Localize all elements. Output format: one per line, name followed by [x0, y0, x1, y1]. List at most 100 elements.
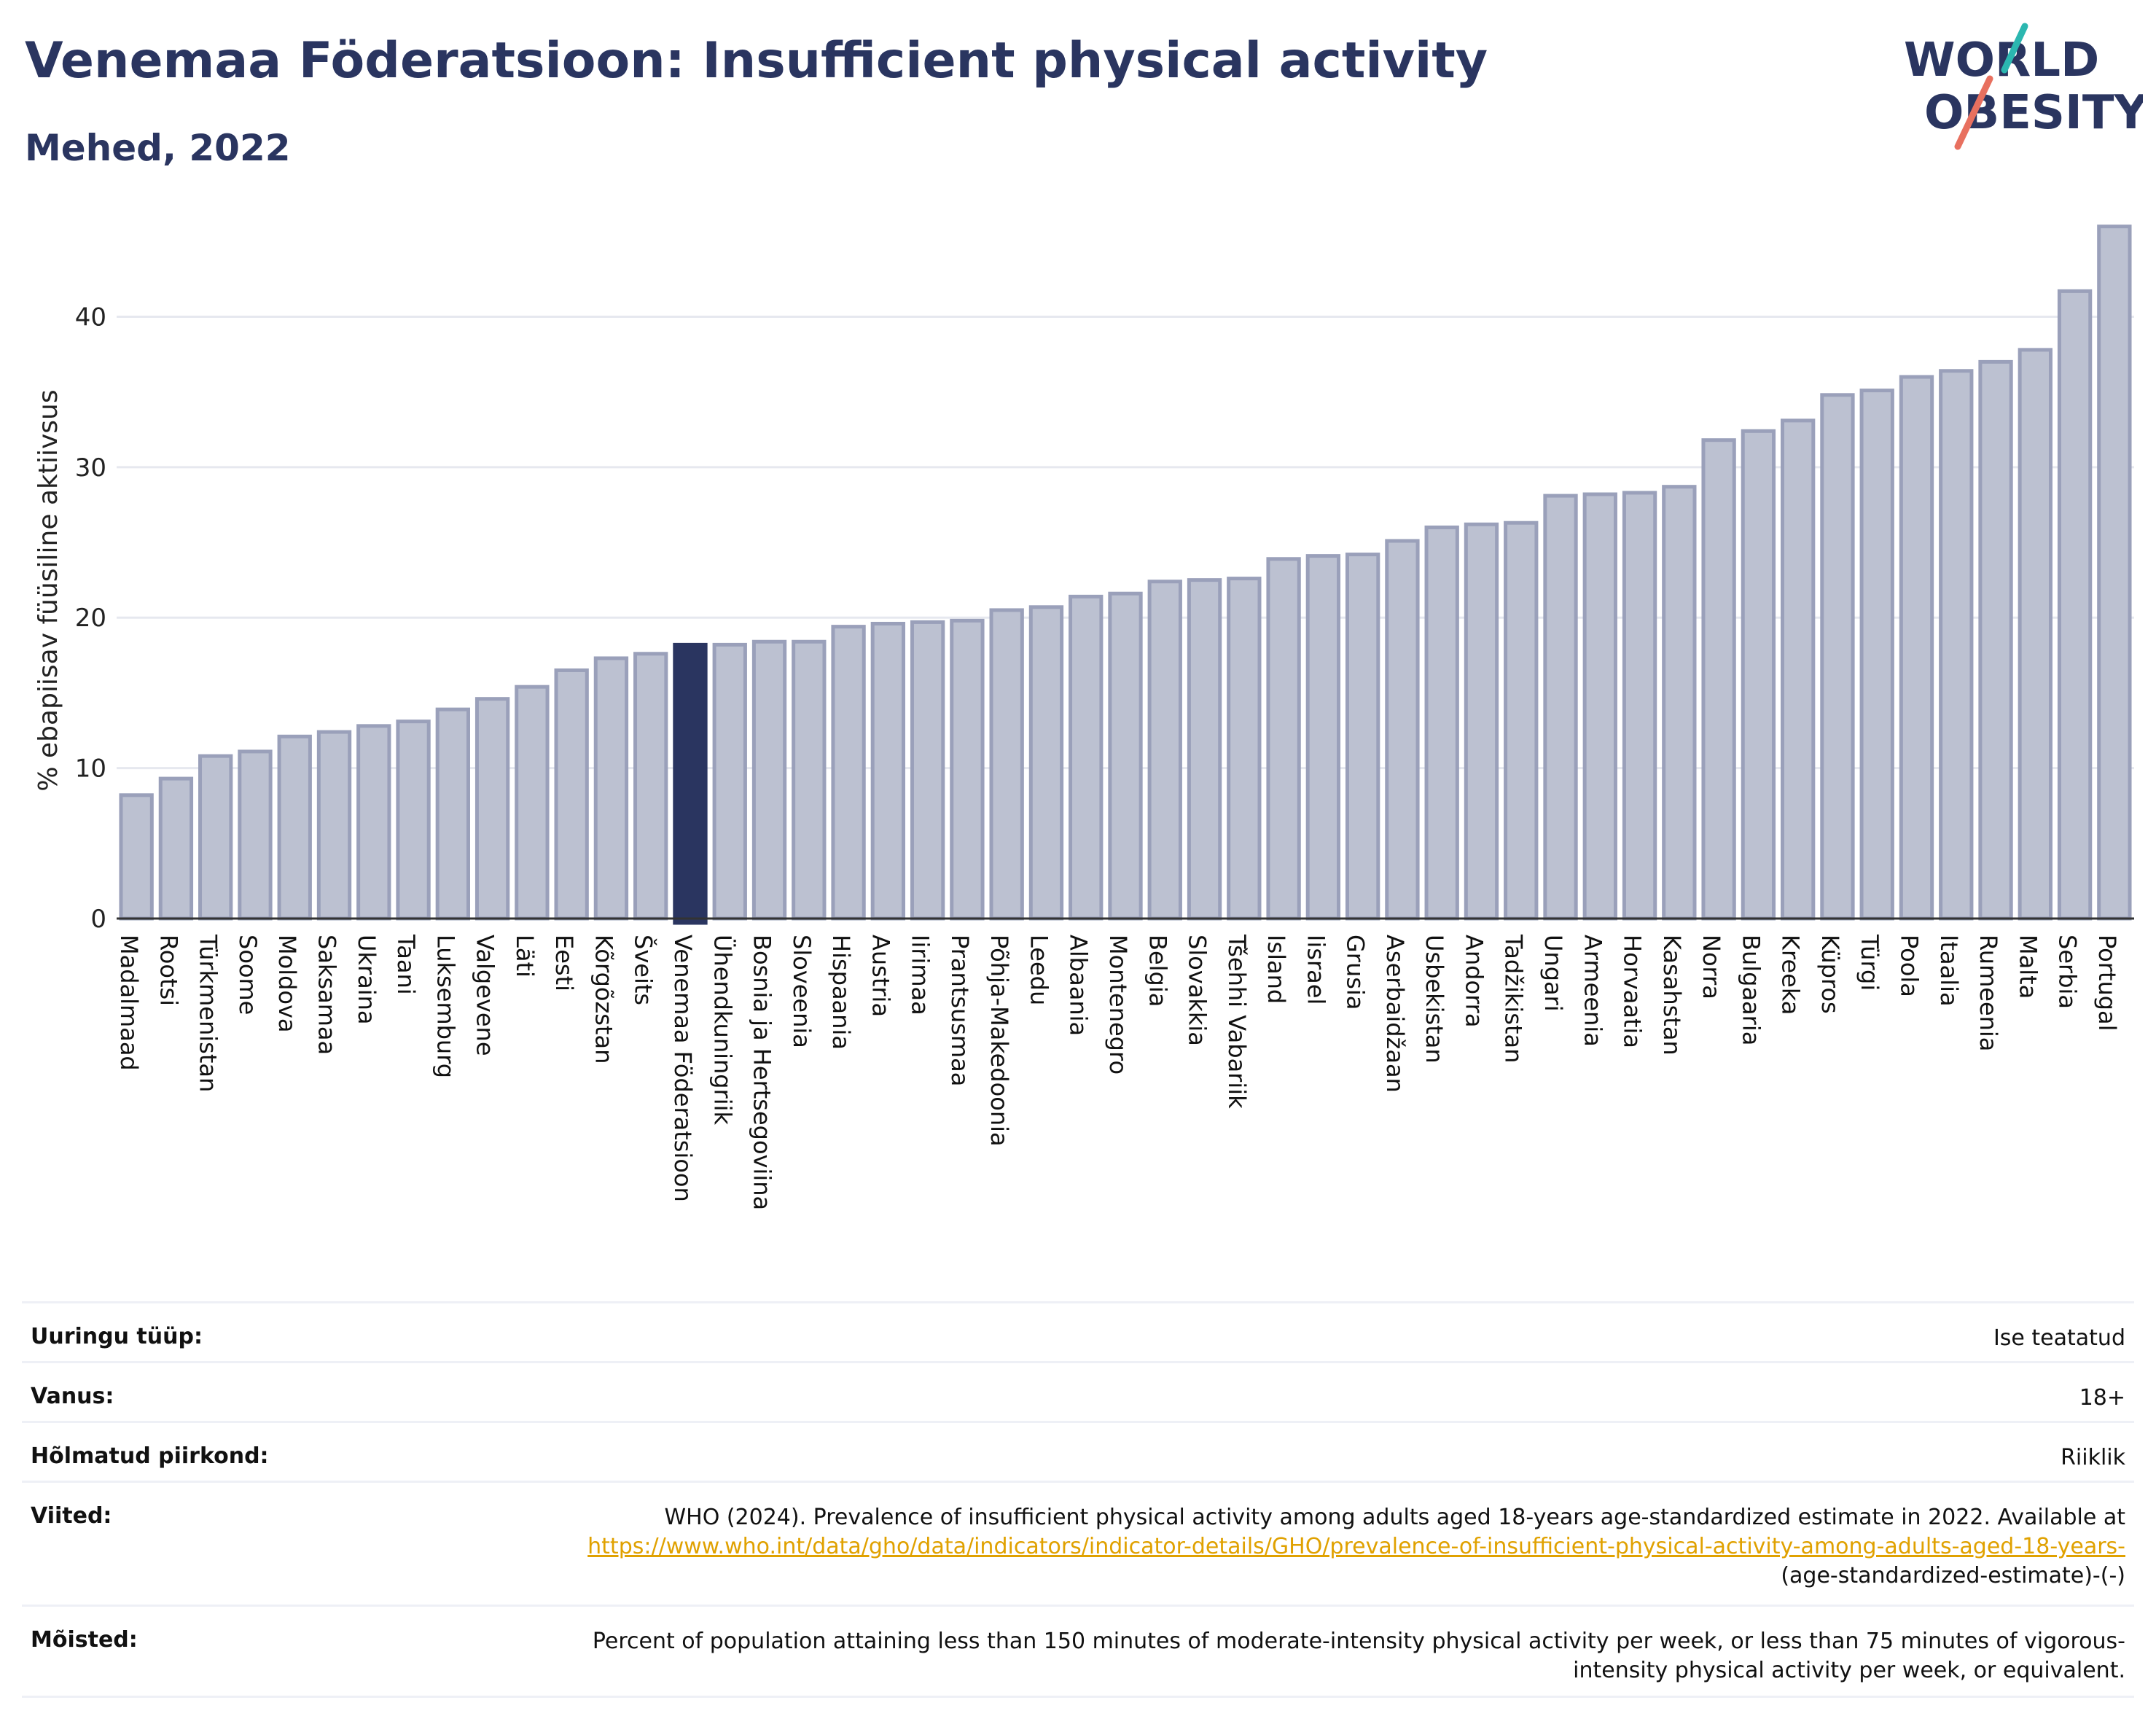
bar-itaalia[interactable]	[1939, 369, 1974, 921]
x-tick-label: Tadžikistan	[1500, 934, 1528, 1063]
bar-bosnia-ja-hertsegoviina[interactable]	[751, 639, 787, 921]
chart-title: Venemaa Föderatsioon: Insufficient physi…	[25, 32, 1488, 90]
bar-slovakkia[interactable]	[1187, 578, 1222, 921]
bar-austria[interactable]	[870, 621, 906, 921]
bars	[119, 225, 2132, 925]
bar-saksamaa[interactable]	[316, 730, 352, 921]
bar-montenegro[interactable]	[1108, 591, 1143, 921]
x-tick-label: Valgevene	[472, 935, 499, 1056]
bar-prantsusmaa[interactable]	[950, 618, 985, 921]
bar-madalmaad[interactable]	[119, 793, 154, 921]
bar-norra[interactable]	[1701, 438, 1736, 921]
x-tick-label: Läti	[511, 935, 539, 978]
bar-chart: 0 10 20 30 40 Madalmaad Rootsi Türkmenistan Soom…	[34, 225, 2134, 1210]
world-obesity-logo: WORLD OBESITY	[1904, 23, 2143, 150]
bar-rootsi[interactable]	[158, 776, 194, 921]
y-axis-label: % ebapiisav füüsiline aktiivsus	[34, 389, 63, 791]
bar-hispaania[interactable]	[831, 625, 866, 921]
bar-soome[interactable]	[238, 749, 273, 921]
references-label: Viited:	[31, 1503, 112, 1529]
x-tick-label: Soome	[234, 935, 262, 1015]
x-tick-label: Serbia	[2054, 935, 2082, 1009]
x-tick-label: Madalmaad	[115, 935, 143, 1071]
x-tick-label: Eesti	[550, 935, 578, 991]
info-row-definitions: Mõisted: Percent of population attaining…	[22, 1605, 2134, 1698]
bar-horvaatia[interactable]	[1622, 491, 1657, 921]
bar-malta[interactable]	[2018, 348, 2053, 921]
bar-island[interactable]	[1266, 557, 1301, 921]
info-row-references: Viited: WHO (2024). Prevalence of insuff…	[22, 1481, 2134, 1605]
x-tick-label: Andorra	[1460, 935, 1488, 1027]
y-tick-label: 0	[90, 905, 106, 934]
x-tick-label: Hispaania	[827, 935, 855, 1050]
x-tick-label: Leedu	[1025, 935, 1052, 1005]
x-tick-label: Iisrael	[1302, 935, 1329, 1005]
x-tick-label: Itaalia	[1935, 935, 1963, 1007]
chart-subtitle: Mehed, 2022	[25, 127, 291, 169]
x-tick-label: Island	[1262, 935, 1290, 1004]
x-tick-label: Bulgaaria	[1737, 935, 1765, 1045]
bar-luksemburg[interactable]	[435, 707, 471, 921]
references-tail: (age-standardized-estimate)-(-)	[1781, 1563, 2125, 1588]
bar-sloveenia[interactable]	[792, 639, 827, 921]
bar-läti[interactable]	[515, 685, 550, 921]
x-tick-label: Austria	[867, 935, 894, 1017]
references-link[interactable]: https://www.who.int/data/gho/data/indica…	[587, 1534, 2125, 1559]
x-tick-label: Grusia	[1342, 935, 1370, 1010]
bar-valgevene[interactable]	[474, 697, 510, 921]
bar-albaania[interactable]	[1069, 594, 1104, 921]
bar-põhja-makedoonia[interactable]	[989, 608, 1024, 921]
bar-tadžikistan[interactable]	[1504, 520, 1539, 921]
definitions-value: Percent of population attaining less tha…	[592, 1629, 2125, 1683]
bar-bulgaaria[interactable]	[1741, 429, 1776, 921]
x-tick-label: Šveits	[630, 935, 658, 1005]
bar-iisrael[interactable]	[1305, 554, 1341, 921]
bar-venemaa-föderatsioon[interactable]	[673, 642, 708, 925]
bar-kreeka[interactable]	[1780, 418, 1816, 921]
bar-türkmenistan[interactable]	[198, 754, 233, 921]
bar-poola[interactable]	[1899, 375, 1934, 921]
x-tick-label: Usbekistan	[1421, 935, 1448, 1064]
x-tick-label: Norra	[1698, 935, 1725, 999]
bar-rumeenia[interactable]	[1978, 359, 2013, 921]
bar-ühendkuningriik[interactable]	[712, 642, 747, 921]
x-tick-label: Sloveenia	[788, 935, 816, 1048]
bar-taani[interactable]	[396, 720, 431, 921]
bar-küpros[interactable]	[1820, 393, 1855, 921]
survey-type-value: Ise teatatud	[1993, 1325, 2125, 1351]
x-tick-label: Türkmenistan	[195, 934, 222, 1092]
bar-eesti[interactable]	[554, 668, 589, 921]
survey-type-label: Uuringu tüüp:	[31, 1324, 203, 1349]
bar-portugal[interactable]	[2097, 225, 2132, 921]
bar-ukraina[interactable]	[356, 724, 391, 921]
bar-belgia[interactable]	[1147, 580, 1182, 921]
bar-aserbaidžaan[interactable]	[1385, 539, 1420, 921]
x-tick-label: Iirimaa	[907, 935, 934, 1015]
x-tick-label: Moldova	[273, 935, 301, 1033]
x-tick-label: Saksamaa	[313, 935, 341, 1055]
bar-usbekistan[interactable]	[1424, 525, 1459, 921]
bar-tšehhi-vabariik[interactable]	[1227, 577, 1262, 921]
bar-kasahstan[interactable]	[1662, 485, 1697, 921]
x-tick-label: Slovakkia	[1184, 935, 1211, 1046]
y-tick-label: 40	[75, 303, 106, 332]
x-tick-label: Ühendkuningriik	[708, 935, 736, 1126]
bar-armeenia[interactable]	[1582, 492, 1617, 921]
bar-iirimaa[interactable]	[910, 620, 945, 921]
y-tick-label: 10	[75, 755, 106, 784]
bar-serbia[interactable]	[2057, 289, 2093, 921]
bar-kõrgõzstan[interactable]	[593, 656, 629, 921]
bar-türgi[interactable]	[1859, 389, 1894, 921]
bar-moldova[interactable]	[277, 734, 312, 921]
y-tick-label: 30	[75, 453, 106, 483]
x-tick-label: Aserbaidžaan	[1381, 935, 1409, 1093]
x-tick-label: Põhja-Makedoonia	[985, 935, 1013, 1147]
bar-ungari[interactable]	[1543, 494, 1578, 921]
bar-leedu[interactable]	[1028, 605, 1064, 921]
bar-grusia[interactable]	[1345, 553, 1380, 921]
bar-šveits[interactable]	[633, 652, 668, 921]
x-tick-label: Rumeenia	[1975, 935, 2002, 1051]
definitions-label: Mõisted:	[31, 1627, 138, 1653]
bar-andorra[interactable]	[1464, 522, 1499, 921]
x-tick-label: Venemaa Föderatsioon	[669, 935, 697, 1202]
